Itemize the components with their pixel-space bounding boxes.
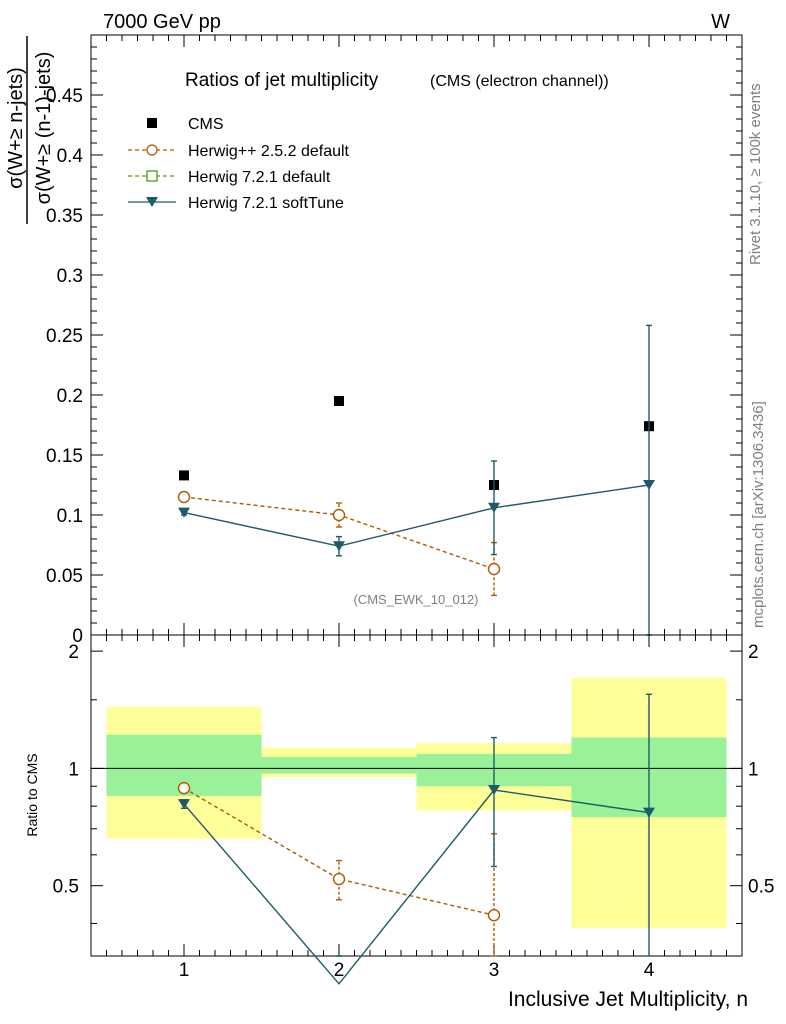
data-point-cms	[179, 470, 189, 481]
legend-marker-herwigpp	[146, 144, 158, 156]
legend-marker-herwig7-softtune	[146, 197, 158, 207]
data-point-herwig-7-2-1-softtune	[643, 480, 655, 490]
ratio-line-herwigpp-2-5-2-default	[183, 787, 495, 916]
process-label: W	[711, 11, 730, 33]
main-y-axis: 0 0.05 0.1 0.15 0.2 0.25 0.3 0.35 0.4 0.45	[46, 34, 742, 647]
legend-entry-cms: CMS	[147, 116, 224, 133]
series-cms	[179, 396, 654, 490]
mcplots-reference-label: mcplots.cern.ch [arXiv:1306.3436]	[750, 401, 767, 628]
data-point-herwig-7-2-1-softtune	[333, 541, 345, 552]
legend-label-herwigpp: Herwig++ 2.5.2 default	[188, 143, 350, 160]
x-tick-label: 2	[334, 960, 345, 981]
legend-label-herwig7-default: Herwig 7.2.1 default	[188, 169, 331, 186]
rivet-version-label: Rivet 3.1.10, ≥ 100k events	[747, 83, 764, 265]
uncertainty-band-green	[261, 756, 417, 774]
x-axis-label: Inclusive Jet Multiplicity, n	[508, 988, 748, 1011]
legend-label-cms: CMS	[188, 116, 224, 133]
data-point-cms	[334, 396, 344, 406]
ratio-point-herwigpp-2-5-2-default	[332, 872, 346, 886]
main-y-tick-label: 0.15	[46, 446, 83, 467]
legend-marker-cms	[147, 118, 157, 128]
y-axis-label-denominator: σ(W+≥ (n-1)-jets)	[33, 52, 55, 205]
energy-label: 7000 GeV pp	[103, 11, 221, 33]
main-y-tick-label: 0.05	[46, 566, 83, 587]
data-point-herwig-7-2-1-softtune	[178, 507, 190, 518]
ratio-y-tick-label: 0.5	[53, 877, 79, 898]
ratio-y-tick-label-right: 1	[748, 759, 759, 780]
main-y-tick-label: 0.25	[46, 326, 83, 347]
ratio-y-tick-label-right: 2	[748, 642, 759, 663]
legend: CMS Herwig++ 2.5.2 default Herwig 7.2.1 …	[128, 116, 350, 212]
ratio-y-tick-label: 1	[68, 759, 79, 780]
chart-subtitle: (CMS (electron channel))	[430, 73, 609, 90]
ratio-y-tick-label-right: 0.5	[748, 877, 774, 898]
ratio-axes: 0.5 0.5 1 1 2 2 1 2 3 4	[53, 635, 774, 981]
series-herwigpp-2-5-2-default	[177, 490, 501, 597]
data-point-herwigpp-2-5-2-default	[487, 562, 501, 576]
legend-entry-herwig7-softtune: Herwig 7.2.1 softTune	[128, 195, 344, 212]
ratio-point-herwig-7-2-1-softtune	[178, 799, 190, 810]
ratio-point-herwig-7-2-1-softtune	[488, 785, 500, 796]
data-point-herwigpp-2-5-2-default	[332, 508, 346, 522]
series-line-herwigpp-2-5-2-default	[183, 496, 495, 570]
main-y-tick-label: 0.3	[57, 266, 83, 287]
chart-title: Ratios of jet multiplicity	[185, 70, 379, 91]
series-line-herwig-7-2-1-softtune	[183, 484, 650, 547]
main-y-tick-label: 0.4	[57, 146, 84, 167]
ratio-y-axis-label: Ratio to CMS	[24, 753, 40, 836]
ratio-y-tick-label: 2	[68, 642, 79, 663]
legend-entry-herwigpp: Herwig++ 2.5.2 default	[128, 143, 350, 160]
ratio-point-herwig-7-2-1-softtune	[643, 807, 655, 818]
legend-marker-herwig7-default	[146, 170, 158, 182]
analysis-watermark: (CMS_EWK_10_012)	[354, 592, 479, 607]
data-point-herwigpp-2-5-2-default	[177, 490, 191, 504]
x-tick-label: 1	[179, 960, 190, 981]
y-axis-label-numerator: σ(W+≥ n-jets)	[5, 67, 27, 189]
x-tick-label: 3	[489, 960, 500, 981]
ratio-series-herwig-7-2-1-softtune	[178, 693, 655, 985]
main-y-tick-label: 0	[72, 626, 83, 647]
data-point-herwig-7-2-1-softtune	[488, 502, 500, 513]
legend-entry-herwig7-default: Herwig 7.2.1 default	[128, 169, 331, 186]
ratio-series-herwigpp-2-5-2-default	[177, 781, 501, 957]
x-tick-label: 4	[644, 960, 655, 981]
legend-label-herwig7-softtune: Herwig 7.2.1 softTune	[188, 195, 344, 212]
main-panel: 0 0.05 0.1 0.15 0.2 0.25 0.3 0.35 0.4 0.45 Ratios…	[5, 34, 743, 647]
ratio-point-herwigpp-2-5-2-default	[487, 908, 501, 922]
ratio-panel: 0.5 0.5 1 1 2 2 1 2 3 4 Ratio to CMS Inclusive Je…	[24, 634, 774, 1011]
ratio-line-herwig-7-2-1-softtune	[183, 789, 650, 985]
ratio-point-herwigpp-2-5-2-default	[177, 781, 191, 795]
series-herwig-7-2-1-softtune	[178, 324, 655, 636]
main-y-tick-label: 0.35	[46, 206, 83, 227]
main-y-tick-label: 0.1	[57, 506, 83, 527]
main-y-tick-label: 0.45	[46, 86, 83, 107]
main-y-tick-label: 0.2	[57, 386, 83, 407]
